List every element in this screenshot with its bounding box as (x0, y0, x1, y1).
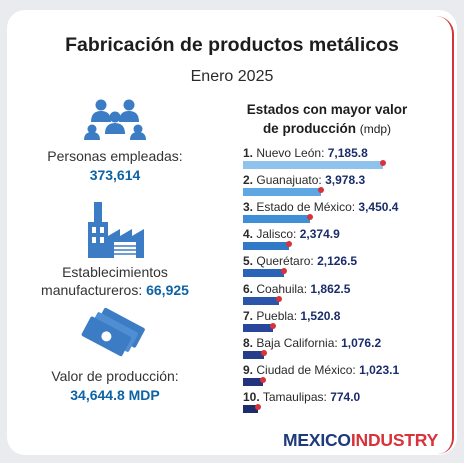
bar-category: Ciudad de México (256, 362, 353, 377)
bar-end-dot (276, 295, 283, 302)
logo-part1: MEXICO (283, 430, 351, 450)
chart-title-text: de producción (262, 121, 356, 136)
bar-value-label: 7,185.8 (327, 146, 368, 160)
bar-rank: 1. (243, 146, 254, 160)
bar-label: 3. Estado de México: 3,450.4 (243, 200, 399, 215)
bar-rank: 4. (243, 227, 254, 242)
chart-title-line2: de producción (mdp) (214, 119, 440, 139)
bar-end-dot (269, 322, 276, 329)
bar (243, 377, 263, 386)
infographic-card (7, 10, 457, 455)
bar (243, 350, 264, 359)
bar-value-label: 2,126.5 (317, 254, 358, 269)
bar-value-label: 1,520.8 (300, 308, 341, 323)
bar-rank: 5. (243, 254, 254, 269)
bar-label: 9. Ciudad de México: 1,023.1 (243, 362, 400, 377)
bar-label: 10. Tamaulipas: 774.0 (243, 389, 361, 404)
factory-icon (88, 202, 144, 258)
bar (243, 242, 290, 251)
establishments-label: manufactureros: (41, 282, 143, 298)
establishments-label-line2: manufactureros: 66,925 (20, 282, 210, 298)
people-icon (84, 99, 146, 140)
bar-rank: 10. (243, 389, 260, 404)
establishments-value: 66,925 (146, 282, 189, 298)
page-subtitle: Enero 2025 (190, 68, 274, 85)
bar-end-dot (380, 160, 386, 166)
bar-end-dot (281, 268, 288, 275)
bar (243, 188, 321, 197)
persons-value: 373,614 (89, 167, 141, 183)
logo-part2: INDUSTRY (350, 430, 439, 450)
chart-title-line1: Estados con mayor valor (246, 102, 408, 117)
bar-end-dot (307, 214, 314, 221)
bar (243, 296, 280, 305)
bar (243, 323, 273, 332)
bar-value-label: 2,374.9 (299, 227, 340, 242)
bar-label: 4. Jalisco: 2,374.9 (243, 227, 340, 242)
bar-end-dot (255, 403, 262, 410)
bar-end-dot (317, 187, 324, 194)
bar-rank: 7. (243, 308, 254, 323)
bar-end-dot (259, 376, 266, 383)
brand-logo: MEXICOINDUSTRY (283, 430, 438, 451)
page-title: Fabricación de productos metálicos (65, 34, 399, 56)
bar-value-label: 1,862.5 (310, 281, 351, 296)
bar-label: 8. Baja California: 1,076.2 (243, 335, 382, 350)
chart-title: Estados con mayor valor de producción (m… (214, 100, 440, 139)
bar (243, 161, 383, 169)
bar-label: 2. Guanajuato: 3,978.3 (243, 173, 366, 188)
accent-border (12, 16, 454, 454)
persons-label: Personas empleadas: (47, 148, 183, 164)
bar-category: Nuevo León (256, 146, 322, 160)
bar-category: Querétaro (256, 254, 311, 269)
production-label: Valor de producción: (51, 368, 179, 384)
bar-category: Coahuila (256, 281, 304, 296)
bar-value-label: 1,023.1 (359, 362, 400, 377)
bar (243, 215, 311, 224)
bar-end-dot (286, 241, 293, 248)
chart-unit: (mdp) (359, 122, 392, 136)
bar-label: 6. Coahuila: 1,862.5 (243, 281, 351, 296)
bar-value-label: 3,450.4 (358, 200, 399, 215)
bar-rank: 3. (243, 200, 254, 215)
bar-rank: 2. (243, 173, 254, 188)
bar-rank: 9. (243, 362, 254, 377)
bar-label: 1. Nuevo León: 7,185.8 (243, 146, 368, 160)
bar-category: Tamaulipas (262, 389, 324, 404)
money-bills-icon (81, 307, 145, 357)
bar-category: Estado de México (256, 200, 352, 215)
bar-category: Baja California (256, 335, 335, 350)
bar-label: 5. Querétaro: 2,126.5 (243, 254, 358, 269)
bar-category: Puebla (256, 308, 294, 323)
establishments-label-line1: Establecimientos (62, 264, 168, 280)
bar-category: Jalisco (256, 227, 294, 242)
bar-rank: 8. (243, 335, 254, 350)
bar (243, 269, 285, 278)
bar-value-label: 3,978.3 (325, 173, 366, 188)
bar-value-label: 1,076.2 (341, 335, 382, 350)
bar-label: 7. Puebla: 1,520.8 (243, 308, 341, 323)
bar-category: Guanajuato (256, 173, 319, 188)
bar-rank: 6. (243, 281, 254, 296)
bar-value-label: 774.0 (330, 389, 361, 404)
bar-end-dot (260, 349, 267, 356)
bar (243, 404, 259, 413)
production-value: 34,644.8 MDP (70, 387, 160, 403)
